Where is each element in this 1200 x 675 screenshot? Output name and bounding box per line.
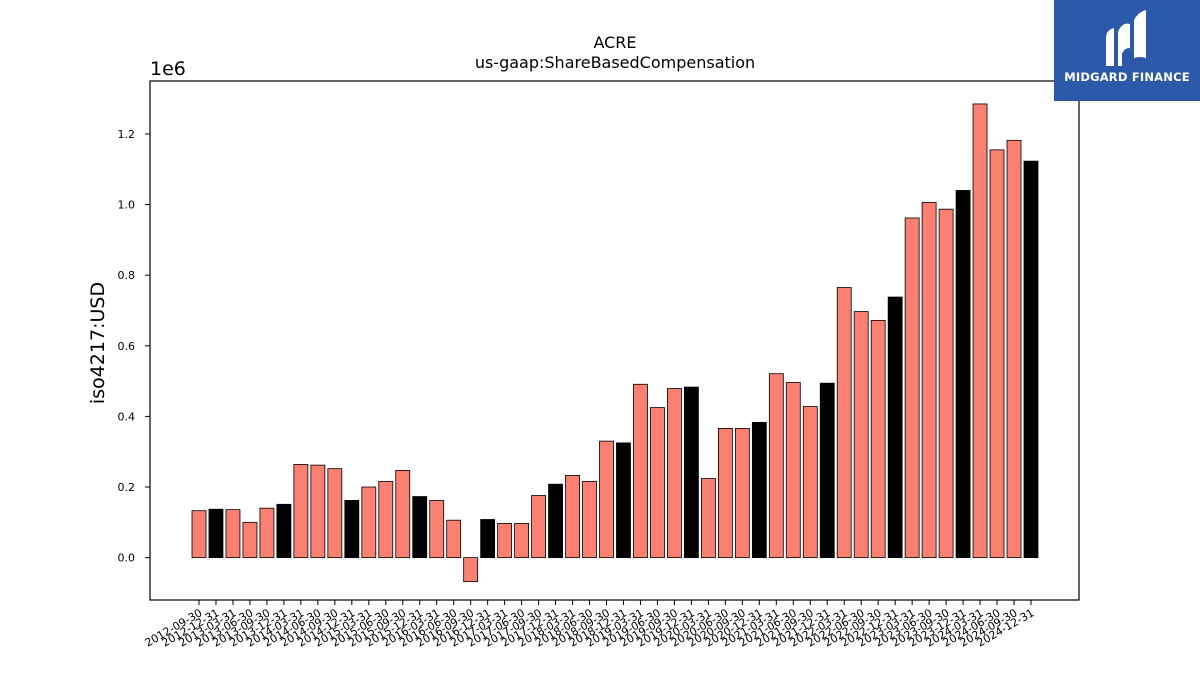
bar-2013-06-30 [242, 521, 258, 559]
bar-2022-03-31 [836, 287, 852, 559]
bar-2019-03-31 [633, 383, 648, 559]
y-tick-label: 1.2 [118, 128, 136, 141]
bar-2013-09-30 [259, 507, 275, 559]
y-tick-label: 0.8 [118, 269, 136, 282]
logo-text: MIDGARD FINANCE [1064, 70, 1190, 84]
bar-2018-06-30 [582, 480, 597, 559]
bar-2021-12-31 [819, 382, 835, 559]
bar-2021-06-30 [785, 382, 801, 559]
bar-2017-09-30 [531, 495, 546, 559]
bar-2012-12-31 [208, 508, 224, 559]
midgard-logo-icon [1106, 10, 1146, 66]
chart-subtitle: us-gaap:ShareBasedCompensation [475, 53, 755, 72]
y-tick-label: 0.6 [118, 340, 136, 353]
bar-2012-09-30 [191, 510, 207, 559]
y-tick-label: 0.0 [118, 552, 136, 565]
bar-2024-09-30 [1006, 139, 1022, 559]
y-axis-label: iso4217:USD [87, 282, 109, 404]
y-tick-label: 0.4 [118, 410, 136, 423]
bar-2016-06-30 [446, 519, 462, 559]
brand-logo: MIDGARD FINANCE [1054, 0, 1200, 101]
y-tick-label: 0.2 [118, 481, 136, 494]
bar-2015-12-31 [412, 496, 428, 559]
bar-2013-03-31 [225, 509, 241, 559]
y-axis-ticks: 0.0 0.2 0.4 0.6 0.8 1.0 1.2 [118, 128, 150, 565]
y-axis-offset-label: 1e6 [150, 58, 186, 80]
bar-2023-03-31 [904, 217, 920, 559]
bar-2024-03-31 [972, 103, 988, 559]
bar-2014-09-30 [327, 468, 343, 559]
bar-2021-03-31 [768, 373, 784, 559]
bar-2014-12-31 [344, 500, 360, 559]
bars-group [191, 103, 1039, 583]
bar-2017-12-31 [548, 483, 563, 559]
bar-2023-06-30 [921, 202, 937, 559]
bar-2015-03-31 [361, 486, 377, 559]
bar-2024-06-30 [989, 149, 1005, 559]
chart-title: ACRE [593, 33, 636, 52]
bar-2014-06-30 [310, 464, 326, 559]
bar-2018-03-31 [565, 474, 580, 559]
bar-2019-06-30 [650, 407, 665, 559]
bar-2022-06-30 [853, 311, 869, 559]
bar-2020-06-30 [717, 428, 733, 559]
bar-2016-09-30 [463, 557, 479, 583]
bar-2020-09-30 [734, 428, 750, 559]
bar-2018-09-30 [599, 440, 614, 559]
bar-2015-09-30 [395, 470, 411, 559]
bar-2020-12-31 [751, 422, 767, 559]
bar-2017-03-31 [497, 522, 513, 559]
bar-2024-12-31 [1023, 160, 1039, 559]
bar-2021-09-30 [802, 406, 818, 559]
bar-2016-03-31 [429, 500, 445, 559]
bar-2014-03-31 [293, 464, 309, 559]
bar-2023-09-30 [938, 208, 954, 559]
bar-2022-09-30 [870, 319, 886, 559]
plot-frame [149, 80, 1080, 601]
bar-2019-09-30 [667, 388, 682, 559]
bar-2022-12-31 [887, 296, 903, 559]
bar-2019-12-31 [684, 386, 699, 559]
bar-2023-12-31 [955, 190, 971, 559]
bar-2017-06-30 [514, 522, 530, 559]
bar-2018-12-31 [616, 442, 631, 559]
bar-2015-06-30 [378, 480, 394, 559]
x-axis-ticks: 2012-09-302012-12-312013-03-312013-06-30… [143, 600, 1037, 650]
bar-2016-12-31 [480, 519, 496, 559]
bar-2020-03-31 [700, 478, 716, 559]
bar-2013-12-31 [276, 503, 292, 559]
y-tick-label: 1.0 [118, 199, 136, 212]
